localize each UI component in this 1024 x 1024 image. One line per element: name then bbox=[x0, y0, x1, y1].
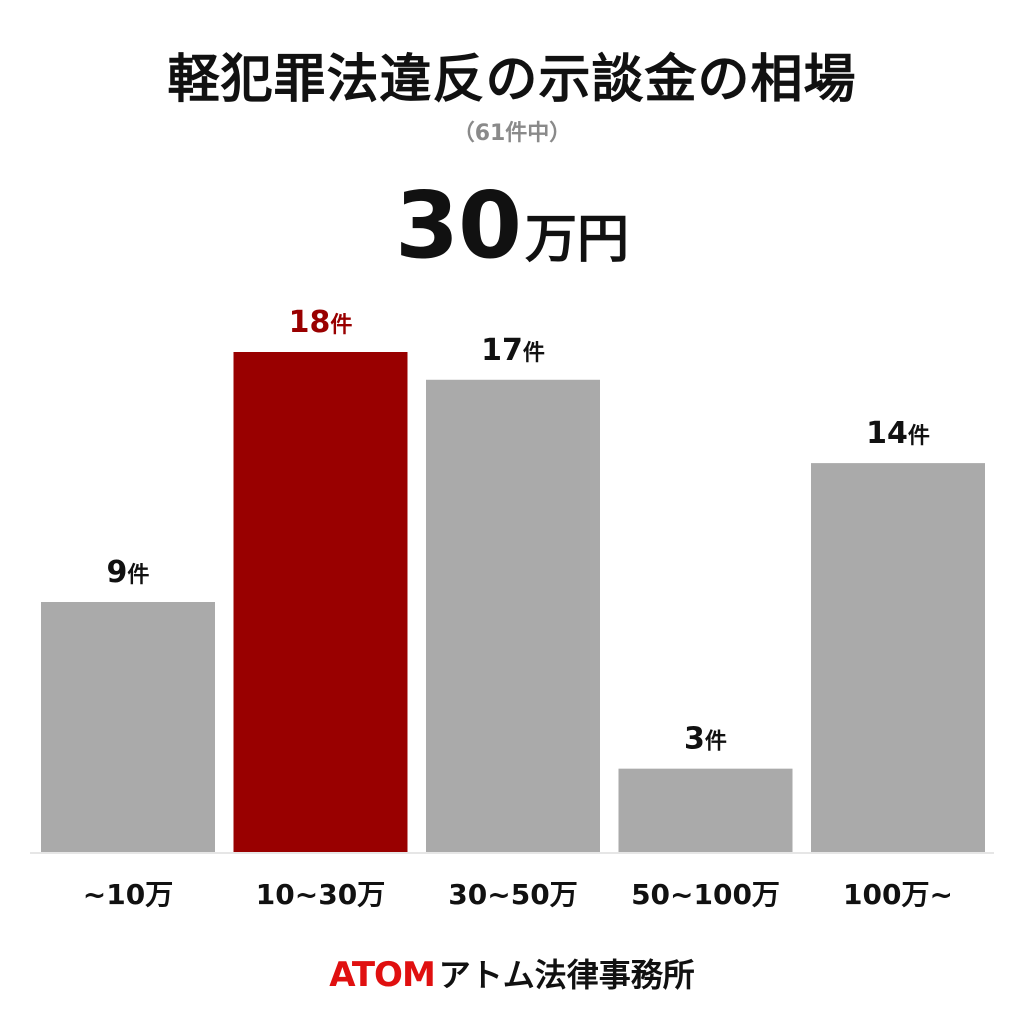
x-tick-label-1: ~10万 bbox=[83, 878, 173, 911]
data-label-1: 9件 bbox=[107, 555, 150, 590]
footer-logo: ATOM アトム法律事務所 bbox=[0, 950, 1024, 1006]
x-tick-label-3: 30~50万 bbox=[448, 878, 577, 911]
bar-3 bbox=[426, 379, 600, 852]
headline-unit: 万円 bbox=[525, 210, 630, 270]
firm-name: アトム法律事務所 bbox=[438, 956, 695, 994]
x-tick-label-2: 10~30万 bbox=[256, 878, 385, 911]
x-tick-label-5: 100万~ bbox=[843, 878, 953, 911]
x-tick-label-4: 50~100万 bbox=[631, 878, 780, 911]
bar-2 bbox=[233, 352, 408, 852]
brand-name: ATOM bbox=[329, 955, 436, 995]
chart-subtitle: （61件中） bbox=[452, 121, 572, 146]
data-label-3: 17件 bbox=[481, 333, 545, 368]
chart-title: 軽犯罪法違反の示談金の相場 bbox=[167, 50, 857, 110]
data-label-4: 3件 bbox=[684, 722, 727, 757]
bar-5 bbox=[811, 463, 985, 852]
data-label-5: 14件 bbox=[866, 416, 930, 451]
headline-amount: 30万円 bbox=[0, 176, 1024, 302]
bar-4 bbox=[618, 768, 793, 852]
data-label-2: 18件 bbox=[289, 305, 353, 340]
headline-value: 30 bbox=[394, 172, 522, 279]
bar-1 bbox=[41, 602, 215, 852]
